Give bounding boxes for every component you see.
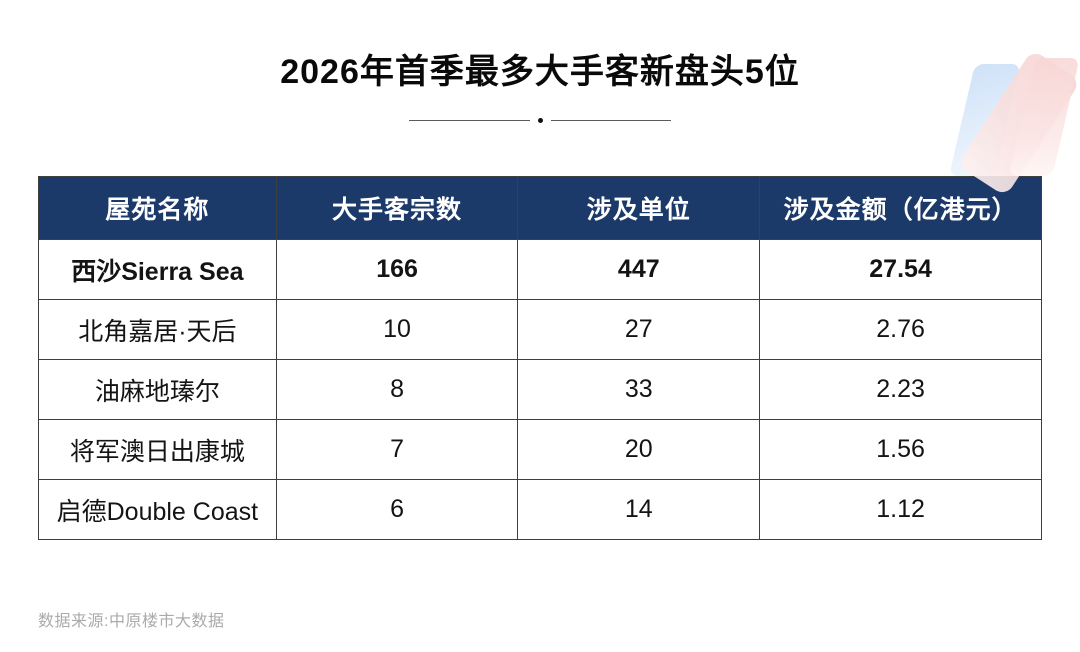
column-header-units: 涉及单位 [517,176,761,240]
deals-cell: 7 [275,419,519,480]
deals-cell: 8 [275,359,519,420]
deals-cell: 166 [275,239,519,300]
data-table: 屋苑名称 大手客宗数 涉及单位 涉及金额（亿港元） 西沙Sierra Sea 1… [38,176,1042,540]
estate-name-cell: 启德Double Coast [38,479,277,540]
table-row: 北角嘉居·天后 10 27 2.76 [38,299,1042,360]
deals-cell: 10 [275,299,519,360]
divider-line-left [409,119,530,122]
estate-name-cell: 西沙Sierra Sea [38,239,277,300]
units-cell: 14 [517,479,761,540]
amount-cell: 2.23 [759,359,1042,420]
column-header-amount: 涉及金额（亿港元） [759,176,1042,240]
column-header-deals: 大手客宗数 [275,176,519,240]
amount-cell: 1.12 [759,479,1042,540]
table-header-row: 屋苑名称 大手客宗数 涉及单位 涉及金额（亿港元） [38,176,1042,240]
divider-dot [537,118,543,123]
table-row: 将军澳日出康城 7 20 1.56 [38,419,1042,480]
table-row: 西沙Sierra Sea 166 447 27.54 [38,239,1042,300]
table-row: 油麻地瑧尔 8 33 2.23 [38,359,1042,420]
estate-name-cell: 北角嘉居·天后 [38,299,277,360]
units-cell: 33 [517,359,761,420]
units-cell: 20 [517,419,761,480]
data-source-note: 数据来源:中原楼市大数据 [38,613,225,630]
amount-cell: 2.76 [759,299,1042,360]
amount-cell: 27.54 [759,239,1042,300]
estate-name-cell: 将军澳日出康城 [38,419,277,480]
units-cell: 447 [517,239,761,300]
divider-line-right [550,119,671,122]
deals-cell: 6 [275,479,519,540]
table-row: 启德Double Coast 6 14 1.12 [38,479,1042,540]
units-cell: 27 [517,299,761,360]
table-header: 屋苑名称 大手客宗数 涉及单位 涉及金额（亿港元） [38,176,1042,240]
page-title: 2026年首季最多大手客新盘头5位 [280,53,800,91]
amount-cell: 1.56 [759,419,1042,480]
title-divider [409,118,671,123]
column-header-estate: 屋苑名称 [38,176,277,240]
estate-name-cell: 油麻地瑧尔 [38,359,277,420]
